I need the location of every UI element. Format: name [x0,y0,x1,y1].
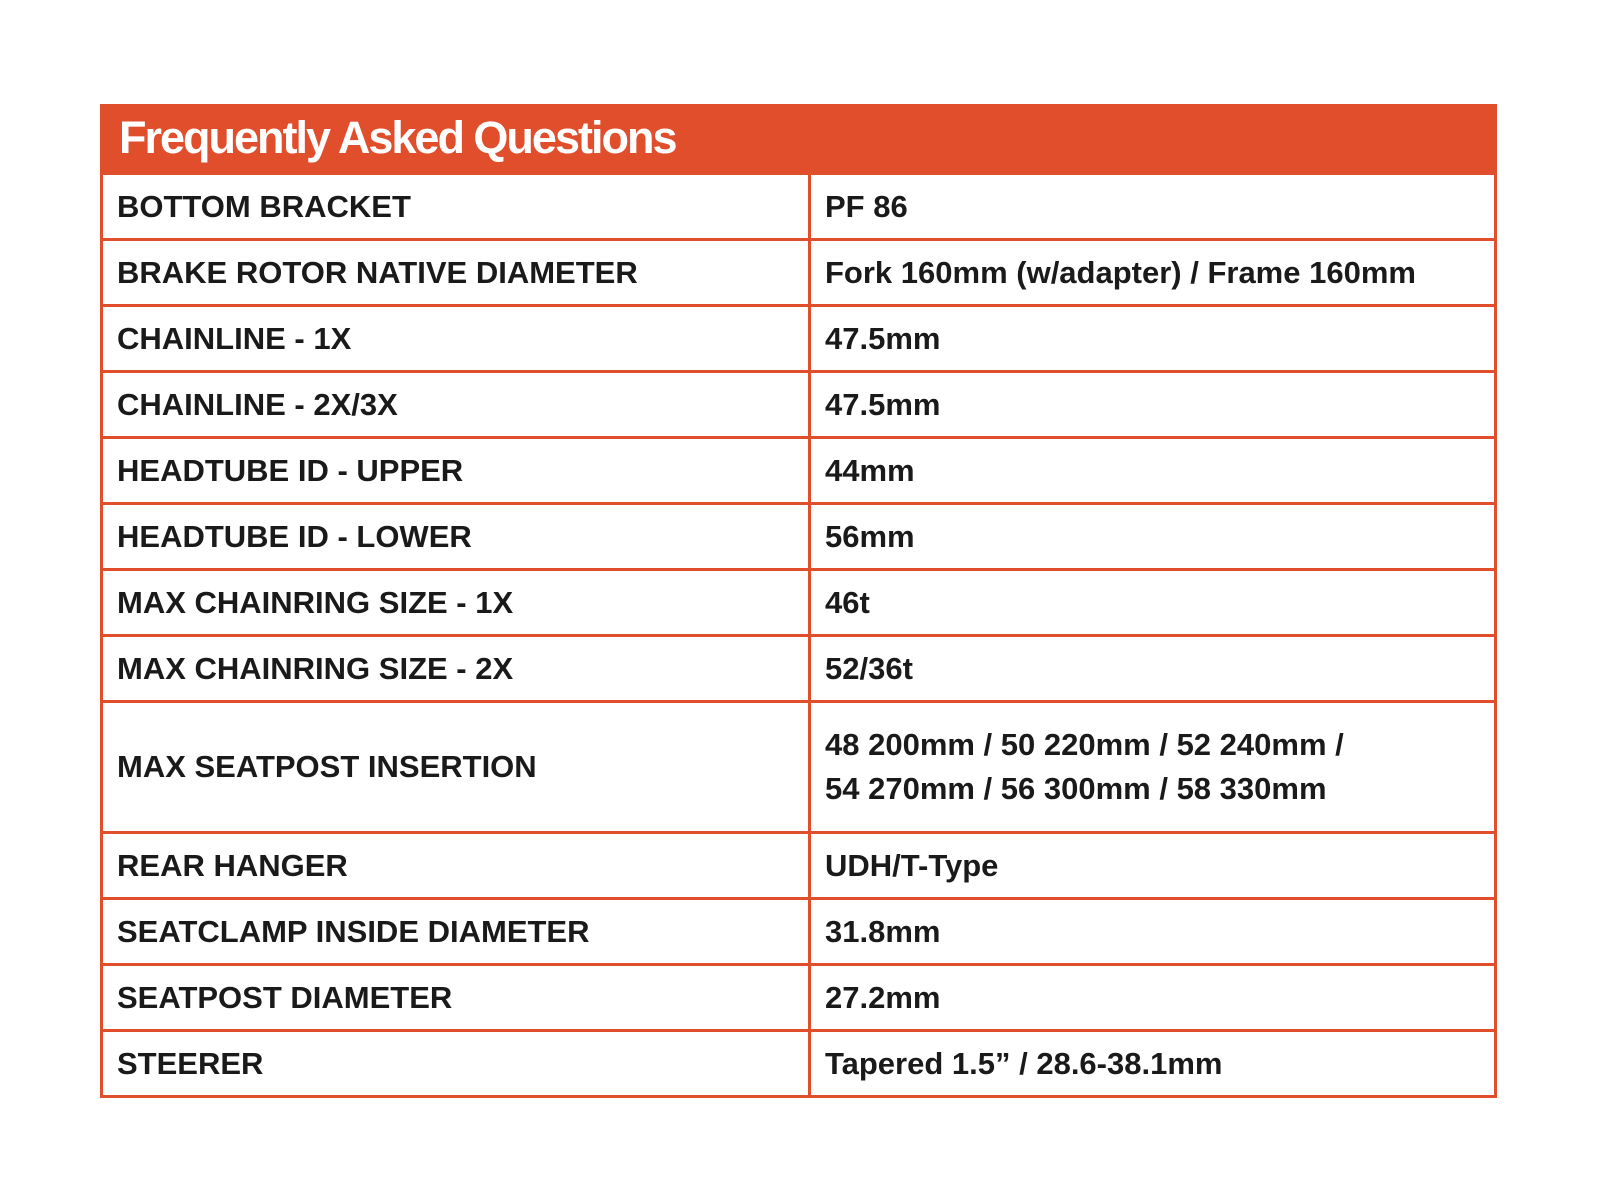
table-row: REAR HANGER UDH/T-Type [103,831,1494,899]
spec-value: 48 200mm / 50 220mm / 52 240mm /54 270mm… [809,700,1494,833]
table-row: BRAKE ROTOR NATIVE DIAMETER Fork 160mm (w… [103,238,1494,306]
table-row: STEERER Tapered 1.5” / 28.6-38.1mm [103,1029,1494,1095]
spec-label: STEERER [103,1029,811,1095]
table-row: HEADTUBE ID - UPPER 44mm [103,436,1494,504]
spec-value: Tapered 1.5” / 28.6-38.1mm [809,1029,1494,1095]
faq-title: Frequently Asked Questions [119,112,677,163]
spec-label: HEADTUBE ID - UPPER [103,436,811,504]
spec-value: 44mm [809,436,1494,504]
spec-table: BOTTOM BRACKET PF 86 BRAKE ROTOR NATIVE DI… [103,172,1494,1095]
table-row: SEATPOST DIAMETER 27.2mm [103,963,1494,1031]
spec-value: 46t [809,568,1494,636]
table-row: MAX CHAINRING SIZE - 1X 46t [103,568,1494,636]
faq-header: Frequently Asked Questions [103,104,1494,172]
spec-label: REAR HANGER [103,831,811,899]
spec-label: BOTTOM BRACKET [103,172,811,240]
table-row: CHAINLINE - 2X/3X 47.5mm [103,370,1494,438]
spec-value: 52/36t [809,634,1494,702]
spec-label: SEATCLAMP INSIDE DIAMETER [103,897,811,965]
spec-label: MAX CHAINRING SIZE - 2X [103,634,811,702]
spec-value: 47.5mm [809,304,1494,372]
table-row: BOTTOM BRACKET PF 86 [103,172,1494,240]
table-row: CHAINLINE - 1X 47.5mm [103,304,1494,372]
spec-label: MAX CHAINRING SIZE - 1X [103,568,811,636]
spec-label: SEATPOST DIAMETER [103,963,811,1031]
spec-label: CHAINLINE - 1X [103,304,811,372]
spec-value: 31.8mm [809,897,1494,965]
table-row: SEATCLAMP INSIDE DIAMETER 31.8mm [103,897,1494,965]
spec-value: 56mm [809,502,1494,570]
spec-value: Fork 160mm (w/adapter) / Frame 160mm [809,238,1494,306]
spec-value: 27.2mm [809,963,1494,1031]
spec-label: BRAKE ROTOR NATIVE DIAMETER [103,238,811,306]
spec-label: HEADTUBE ID - LOWER [103,502,811,570]
faq-table: Frequently Asked Questions BOTTOM BRACKE… [100,104,1497,1098]
spec-label: MAX SEATPOST INSERTION [103,700,811,833]
table-row: MAX SEATPOST INSERTION 48 200mm / 50 220m… [103,700,1494,833]
spec-value: UDH/T-Type [809,831,1494,899]
table-row: HEADTUBE ID - LOWER 56mm [103,502,1494,570]
spec-value: 47.5mm [809,370,1494,438]
table-row: MAX CHAINRING SIZE - 2X 52/36t [103,634,1494,702]
spec-label: CHAINLINE - 2X/3X [103,370,811,438]
spec-value: PF 86 [809,172,1494,240]
